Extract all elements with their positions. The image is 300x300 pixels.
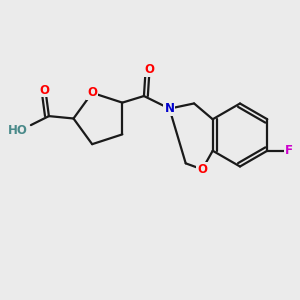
Text: HO: HO xyxy=(8,124,28,137)
Text: N: N xyxy=(164,102,174,115)
Text: O: O xyxy=(144,63,154,76)
Text: F: F xyxy=(285,144,293,157)
Text: O: O xyxy=(197,163,207,176)
Text: O: O xyxy=(87,86,97,99)
Text: O: O xyxy=(39,83,50,97)
